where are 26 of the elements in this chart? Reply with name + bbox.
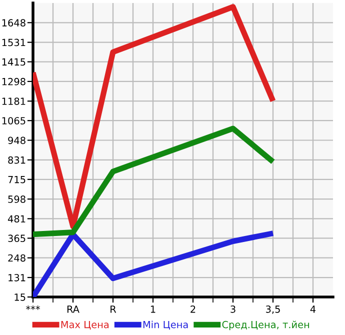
x-tick-label: 1 [150, 306, 156, 313]
x-tick-label: 3,5 [266, 306, 280, 314]
x-tick-label: 2 [190, 306, 196, 313]
x-tick-label: 4 [310, 306, 316, 313]
y-tick-label: 948 [8, 136, 26, 144]
y-tick-label: 715 [8, 176, 26, 184]
x-tick-label: R [110, 306, 116, 313]
x-tick-label: *** [26, 306, 40, 310]
y-tick-label: 1531 [2, 38, 26, 46]
x-tick-label: 3 [230, 306, 236, 313]
y-tick-label: 248 [8, 254, 26, 262]
y-tick-label: 1181 [2, 98, 26, 105]
y-tick-label: 481 [8, 215, 26, 223]
y-tick-label: 598 [8, 196, 26, 203]
legend-label: Min Цена [143, 320, 188, 330]
x-tick-label: RA [67, 306, 80, 313]
y-tick-label: 831 [8, 156, 26, 164]
y-tick-label: 131 [8, 274, 26, 282]
y-tick-label: 365 [8, 234, 26, 242]
legend-label: Сред.Цена, т.йен [222, 320, 310, 330]
y-tick-label: 1065 [2, 117, 26, 124]
y-tick-label: 1298 [2, 78, 26, 86]
y-tick-label: 15 [14, 294, 26, 301]
y-tick-label: 1648 [2, 19, 26, 26]
y-tick-label: 1415 [2, 58, 26, 66]
legend-label: Max Цена [61, 321, 109, 330]
